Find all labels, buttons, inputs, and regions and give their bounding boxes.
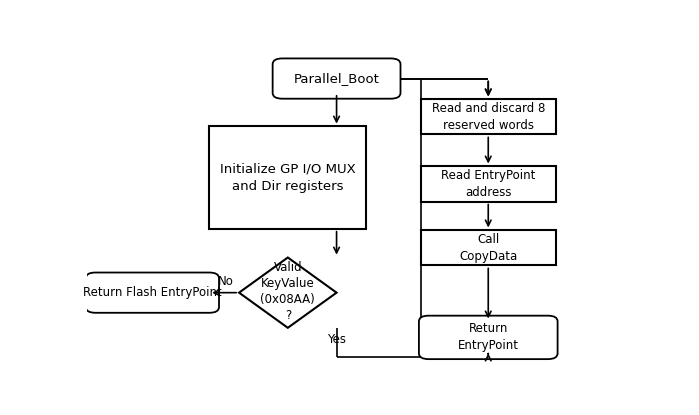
Bar <box>209 127 366 229</box>
Text: Return Flash EntryPoint: Return Flash EntryPoint <box>83 286 222 299</box>
Text: Parallel_Boot: Parallel_Boot <box>294 72 380 85</box>
Text: Read and discard 8
reserved words: Read and discard 8 reserved words <box>431 102 545 132</box>
FancyBboxPatch shape <box>419 316 558 359</box>
Bar <box>421 166 556 202</box>
Bar <box>421 230 556 266</box>
Text: Read EntryPoint
address: Read EntryPoint address <box>441 169 535 199</box>
Text: No: No <box>217 275 233 288</box>
Polygon shape <box>239 257 337 328</box>
Bar <box>421 99 556 134</box>
FancyBboxPatch shape <box>273 59 401 99</box>
Text: Return
EntryPoint: Return EntryPoint <box>458 322 519 352</box>
Text: Valid
KeyValue
(0x08AA)
?: Valid KeyValue (0x08AA) ? <box>261 261 315 322</box>
Text: Call
CopyData: Call CopyData <box>459 233 517 263</box>
FancyBboxPatch shape <box>86 273 219 313</box>
Text: Initialize GP I/O MUX
and Dir registers: Initialize GP I/O MUX and Dir registers <box>220 163 356 193</box>
Text: Yes: Yes <box>327 332 346 346</box>
